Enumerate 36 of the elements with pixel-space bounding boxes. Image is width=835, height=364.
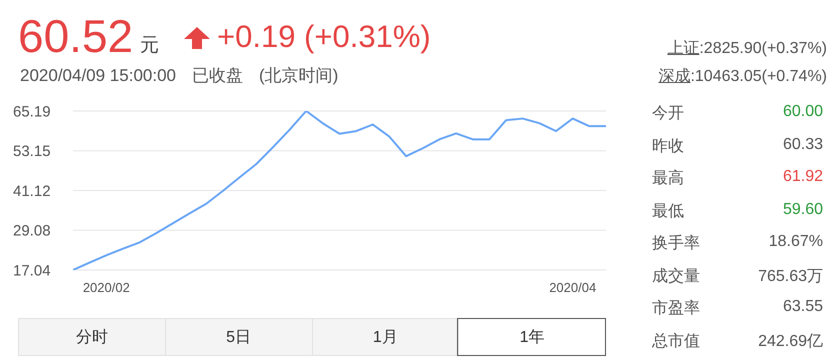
text: 242.69亿 [758,332,823,350]
text: 60.33 [782,136,823,152]
text: 最高 [652,170,684,187]
line-series [73,111,606,270]
text: 60.00 [782,103,823,120]
text: 61.92 [782,168,823,185]
y-tick-label: 17.04 [13,262,51,280]
text: 上证:2825.90(+0.37%) [667,40,827,57]
text: 换手率 [652,235,700,252]
text: 18.67% [768,233,823,250]
text: 5日 [226,328,252,348]
y-tick-label: 41.12 [13,182,51,200]
text: 1年 [520,328,545,348]
text: 60.52 [18,10,134,62]
text: 昨收 [652,138,684,154]
text: 1月 [372,328,398,348]
text: 元 [140,35,159,56]
text: 成交量 [652,268,700,284]
text: 2020/04/09 15:00:00 [20,66,176,85]
text: 分时 [76,328,108,348]
text: 59.60 [782,200,823,218]
text: 总市值 [652,332,700,350]
text: 63.55 [782,298,823,315]
y-tick-label: 53.15 [13,143,51,160]
x-tick-label: 2020/02 [82,280,130,295]
y-tick-label: 65.19 [13,103,51,120]
x-tick-label: 2020/04 [549,280,596,295]
text: 已收盘 [192,66,243,85]
text: 市盈率 [652,300,700,317]
text: 最低 [652,202,684,220]
text: 深成:10463.05(+0.74%) [658,68,827,85]
text: (北京时间) [258,66,338,85]
y-tick-label: 29.08 [13,222,51,240]
text: +0.19 (+0.31%) [217,19,431,54]
text: 今开 [652,105,684,122]
text: 765.63万 [758,268,823,284]
